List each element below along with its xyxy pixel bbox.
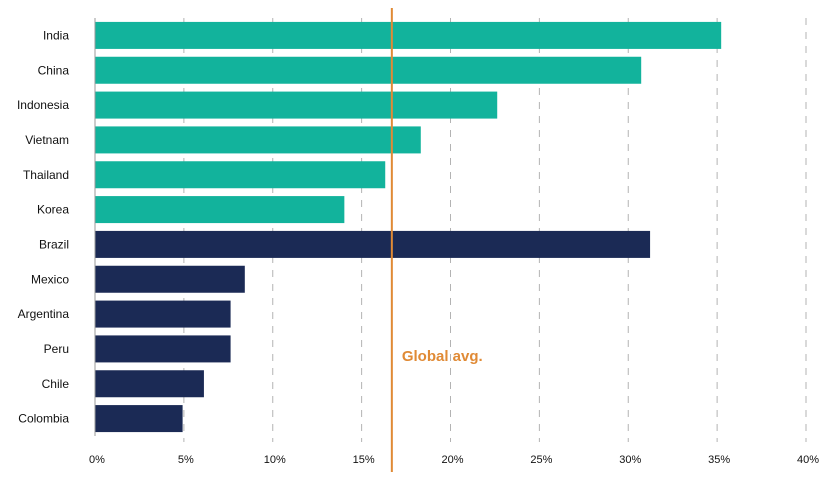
reference-line-group: Global avg. xyxy=(390,8,483,472)
category-label: Peru xyxy=(44,342,69,356)
category-label: Brazil xyxy=(39,237,69,251)
x-tick-label: 20% xyxy=(441,454,463,466)
x-tick-label: 5% xyxy=(178,454,194,466)
bars xyxy=(95,21,722,433)
category-label: Vietnam xyxy=(25,133,69,147)
category-label: India xyxy=(43,28,69,42)
bar-vietnam xyxy=(95,126,421,154)
x-tick-label: 35% xyxy=(708,454,730,466)
category-label: Indonesia xyxy=(17,98,69,112)
bar-brazil xyxy=(95,230,651,258)
x-tick-labels: 0% 5% 10% 15% 20% 25% 30% 35% 40% xyxy=(89,454,819,466)
x-tick-label: 25% xyxy=(530,454,552,466)
category-labels: India China Indonesia Vietnam Thailand Korea B… xyxy=(17,28,69,425)
bar-mexico xyxy=(95,265,245,293)
category-label: Chile xyxy=(42,377,70,391)
category-label: Colombia xyxy=(18,412,69,426)
bar-argentina xyxy=(95,300,231,328)
x-tick-label: 15% xyxy=(353,454,375,466)
category-label: Thailand xyxy=(23,168,69,182)
x-tick-label: 30% xyxy=(619,454,641,466)
category-label: China xyxy=(38,63,70,77)
bar-indonesia xyxy=(95,91,498,119)
bar-chile xyxy=(95,370,204,398)
category-label: Mexico xyxy=(31,272,69,286)
category-label: Korea xyxy=(37,203,69,217)
bar-peru xyxy=(95,335,231,363)
bar-china xyxy=(95,56,642,84)
global-average-label: Global avg. xyxy=(402,348,483,365)
bar-korea xyxy=(95,196,345,224)
bar-thailand xyxy=(95,161,386,189)
bar-india xyxy=(95,21,722,49)
grid-lines xyxy=(183,18,807,442)
x-tick-label: 40% xyxy=(797,454,819,466)
x-tick-label: 10% xyxy=(264,454,286,466)
category-label: Argentina xyxy=(18,307,70,321)
bar-colombia xyxy=(95,405,183,433)
x-tick-label: 0% xyxy=(89,454,105,466)
